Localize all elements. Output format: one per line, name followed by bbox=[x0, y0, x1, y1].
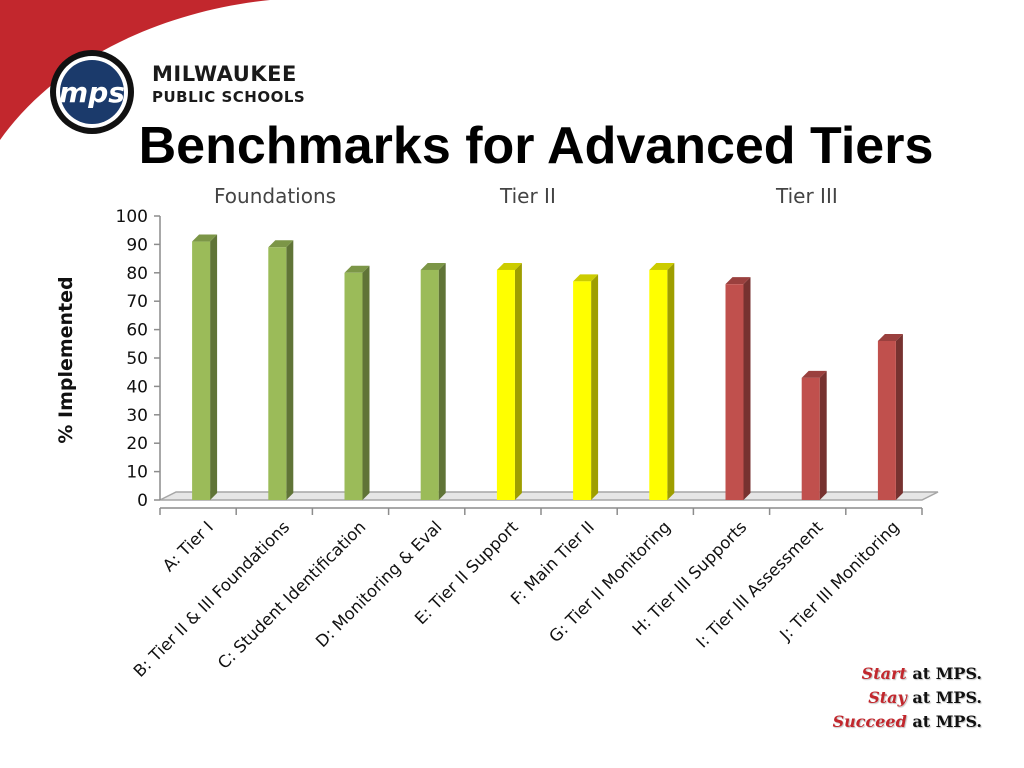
x-tick-label: B: Tier II & III Foundations bbox=[130, 517, 293, 680]
y-tick-label: 20 bbox=[126, 434, 148, 454]
y-tick-label: 40 bbox=[126, 377, 148, 397]
bar-top bbox=[420, 262, 446, 270]
bar-top bbox=[496, 262, 522, 270]
y-tick-label: 0 bbox=[137, 491, 148, 511]
tagline-rest: at MPS. bbox=[906, 664, 982, 683]
bar-top bbox=[344, 265, 370, 273]
bar-top bbox=[573, 274, 599, 282]
y-tick-label: 60 bbox=[126, 321, 148, 341]
tagline-rest: at MPS. bbox=[906, 712, 982, 731]
bar-side bbox=[210, 234, 218, 500]
bar-top bbox=[649, 262, 675, 270]
tagline-line3: Succeed at MPS. bbox=[833, 712, 982, 731]
bar bbox=[344, 272, 363, 500]
logo-text: mps bbox=[59, 76, 125, 109]
x-tick-label: C: Student Identification bbox=[214, 517, 369, 672]
bar bbox=[192, 241, 211, 500]
x-tick-label: A: Tier I bbox=[159, 517, 217, 575]
bar-side bbox=[819, 370, 827, 500]
group-label-tier-ii: Tier II bbox=[500, 184, 556, 208]
bar-top bbox=[268, 240, 294, 248]
group-label-tier-iii: Tier III bbox=[776, 184, 838, 208]
bar-top bbox=[725, 277, 751, 285]
slide-title: Benchmarks for Advanced Tiers bbox=[138, 117, 934, 175]
y-axis-title: % Implemented bbox=[55, 276, 77, 443]
org-name-line1: MILWAUKEE bbox=[152, 62, 297, 86]
corner-swoosh bbox=[0, 0, 270, 140]
bar bbox=[801, 377, 820, 500]
bar-side bbox=[743, 277, 751, 500]
y-tick-label: 90 bbox=[126, 235, 148, 255]
y-tick-label: 50 bbox=[126, 349, 148, 369]
bar-side bbox=[438, 262, 446, 500]
mps-logo: mps bbox=[50, 50, 134, 134]
tagline-line1: Start at MPS. bbox=[862, 664, 982, 683]
group-label-foundations: Foundations bbox=[214, 184, 337, 208]
bar bbox=[420, 269, 439, 500]
bar-top bbox=[192, 234, 218, 242]
bar-side bbox=[667, 262, 675, 500]
bar-top bbox=[801, 370, 827, 378]
bar bbox=[649, 269, 668, 500]
bar bbox=[877, 340, 896, 500]
tagline-accent: Start bbox=[861, 664, 907, 683]
tagline-accent: Stay bbox=[868, 688, 907, 707]
bar bbox=[496, 269, 515, 500]
y-tick-label: 80 bbox=[126, 264, 148, 284]
x-tick-label: D: Monitoring & Eval bbox=[312, 517, 446, 651]
y-tick-label: 70 bbox=[126, 292, 148, 312]
x-tick-label: I: Tier III Assessment bbox=[692, 517, 827, 652]
bar-side bbox=[591, 274, 599, 500]
bar bbox=[725, 284, 744, 500]
bar-top bbox=[877, 333, 903, 341]
org-name-line2: PUBLIC SCHOOLS bbox=[152, 88, 306, 106]
y-tick-label: 30 bbox=[126, 406, 148, 426]
bar-side bbox=[286, 240, 294, 501]
tagline-line2: Stay at MPS. bbox=[868, 688, 982, 707]
y-tick-label: 100 bbox=[116, 207, 148, 227]
tagline-rest: at MPS. bbox=[906, 688, 982, 707]
bar-side bbox=[514, 262, 522, 500]
bar bbox=[573, 281, 592, 500]
bar bbox=[268, 247, 287, 500]
bar-side bbox=[362, 265, 370, 500]
y-tick-label: 10 bbox=[126, 463, 148, 483]
bar-side bbox=[895, 333, 903, 500]
tagline-accent: Succeed bbox=[832, 712, 907, 731]
